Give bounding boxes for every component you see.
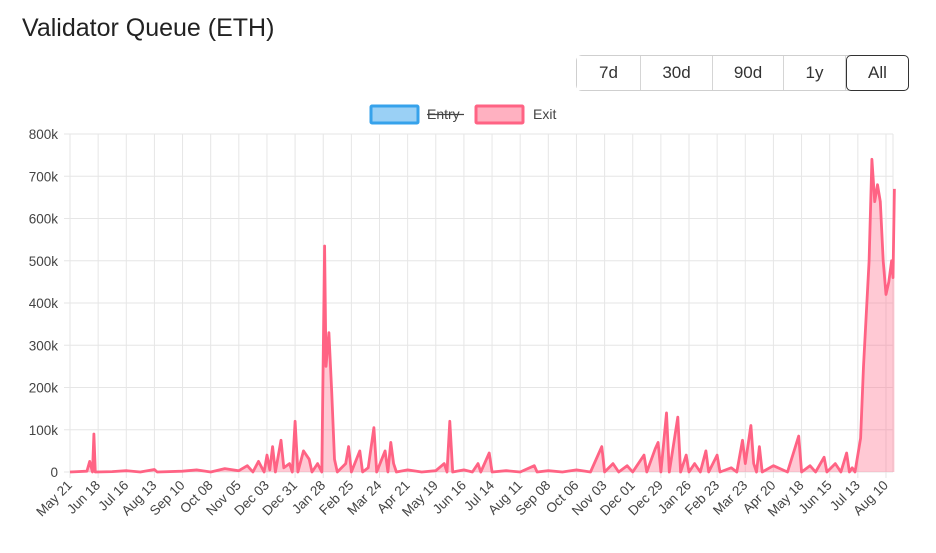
y-tick-label: 300k (29, 338, 59, 353)
range-7d-button[interactable]: 7d (577, 56, 641, 90)
time-range-selector: 7d 30d 90d 1y All (576, 55, 909, 91)
range-90d-button[interactable]: 90d (713, 56, 784, 90)
range-1y-button[interactable]: 1y (784, 56, 846, 90)
y-tick-label: 800k (29, 127, 59, 142)
range-30d-button[interactable]: 30d (641, 56, 713, 90)
legend-entry-swatch[interactable] (369, 104, 420, 125)
y-tick-label: 0 (50, 465, 58, 480)
exit-series-line (69, 157, 896, 474)
y-axis: 0 100k 200k 300k 400k 500k 600k 700k 800k (29, 127, 59, 480)
legend-exit-swatch[interactable] (474, 104, 525, 125)
y-tick-label: 500k (29, 254, 59, 269)
y-tick-label: 100k (29, 423, 59, 438)
y-tick-label: 700k (29, 169, 59, 184)
chart-legend: Entry Exit (369, 104, 556, 125)
chart-series (69, 157, 896, 474)
y-tick-label: 600k (29, 212, 59, 227)
page-title: Validator Queue (ETH) (22, 14, 275, 42)
x-tick-label: May 21 (33, 478, 75, 520)
y-tick-label: 400k (29, 296, 59, 311)
exit-series-area (70, 159, 895, 473)
chart-grid (64, 133, 894, 478)
legend-exit-label[interactable]: Exit (533, 106, 556, 122)
validator-queue-chart: 0 100k 200k 300k 400k 500k 600k 700k 800k May 21… (29, 104, 896, 519)
range-all-button[interactable]: All (846, 55, 909, 91)
y-tick-label: 200k (29, 381, 59, 396)
